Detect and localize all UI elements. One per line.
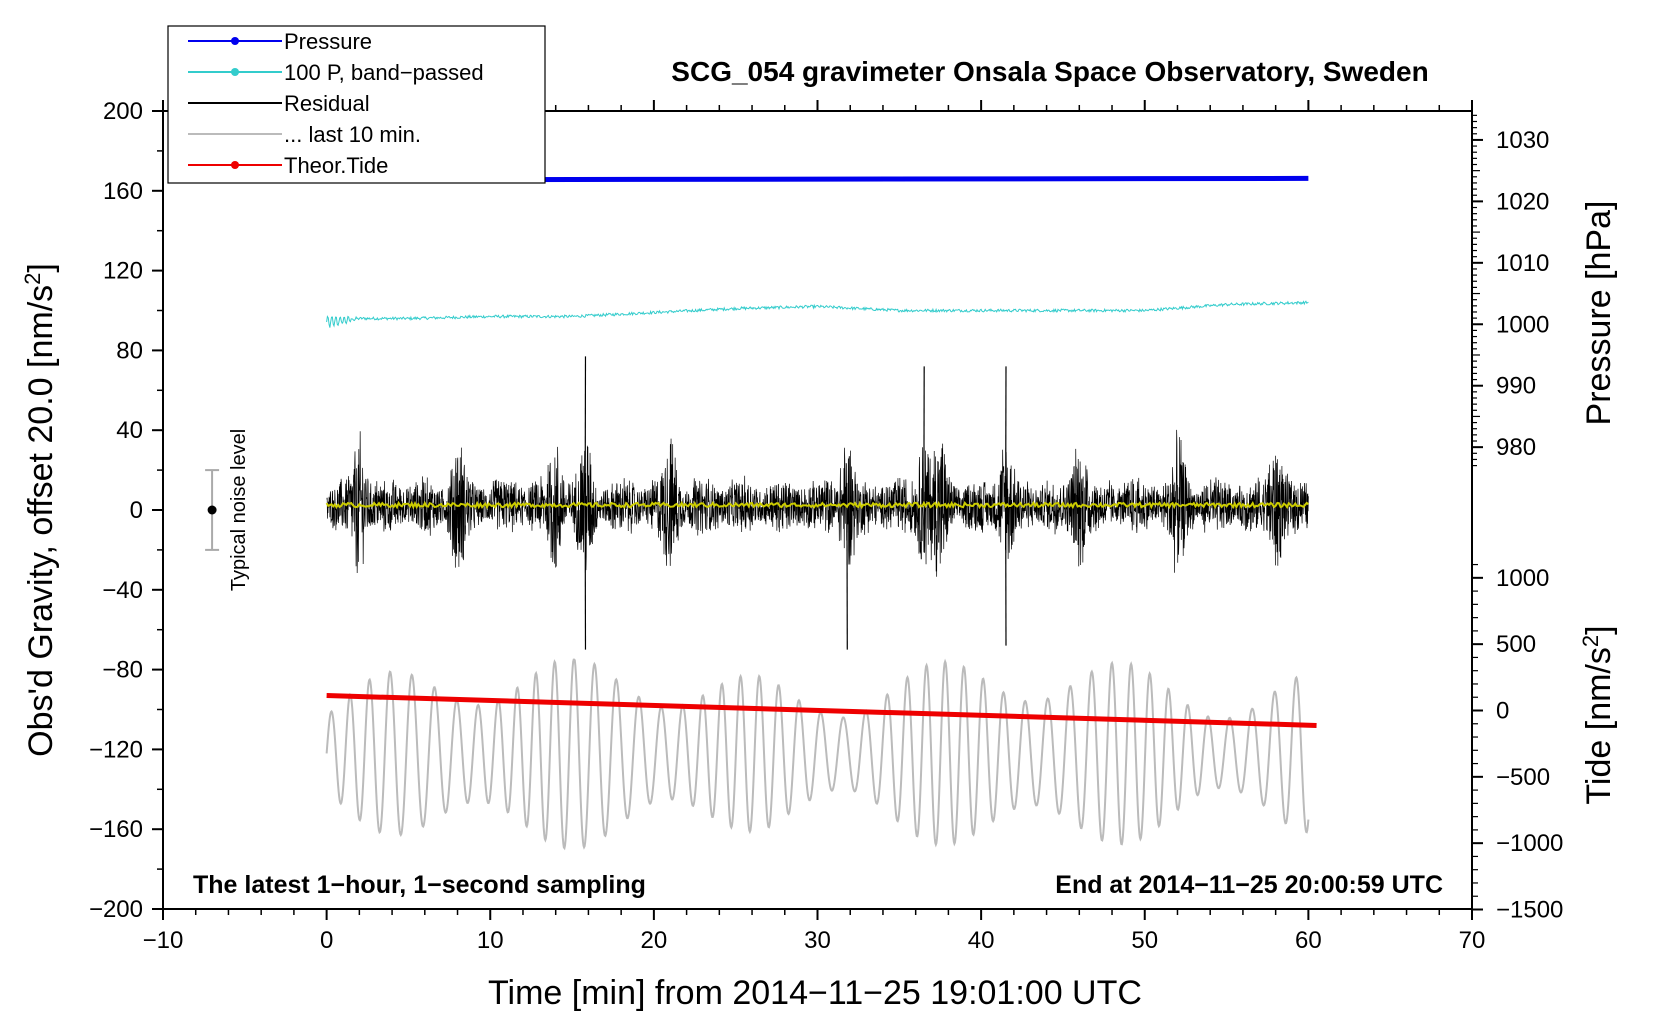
tide-tick-label: −1000 [1496,830,1563,857]
y-axis-label-left-main: Obs'd Gravity, offset 20.0 [nm/s [22,285,60,757]
x-tick-label: 50 [1131,927,1158,954]
y-tick-label: 160 [103,178,143,205]
y-tick-label: −200 [89,896,143,923]
x-axis-ticks: −10 0 10 20 30 40 50 60 70 [143,100,1486,954]
x-axis-label: Time [min] from 2014−11−25 19:01:00 UTC [488,974,1142,1012]
tide-tick-label: −1500 [1496,896,1563,923]
y-tick-label: 80 [116,337,143,364]
legend-label: Pressure [284,29,372,54]
x-tick-label: 0 [320,927,333,954]
series-pressure-bandpassed [326,300,1309,328]
y-axis-label-tide-tail: ] [1580,625,1618,634]
x-tick-label: 60 [1295,927,1322,954]
y-tick-label: −120 [89,736,143,763]
y-tick-label: −80 [102,657,143,684]
y-axis-label-tide: Tide [nm/s2] [1578,625,1619,804]
series-layer [325,175,1317,851]
series-last-10-min [325,658,1310,851]
y-tick-label: 120 [103,258,143,285]
chart-title: SCG_054 gravimeter Onsala Space Observat… [671,56,1428,87]
pressure-tick-label: 1020 [1496,188,1549,215]
note-left: The latest 1−hour, 1−second sampling [193,871,646,899]
y-axis-label-left-tail: ] [22,263,60,272]
x-tick-label: 70 [1459,927,1486,954]
pressure-tick-label: 1000 [1496,311,1549,338]
legend: Pressure 100 P, band−passed Residual ... la… [167,25,546,184]
tide-tick-label: 1000 [1496,565,1549,592]
y-axis-label-left: Obs'd Gravity, offset 20.0 [nm/s2] [20,263,61,757]
legend-label: 100 P, band−passed [284,60,484,85]
y-axis-label-tide-sup: 2 [1578,635,1603,647]
pressure-tick-label: 990 [1496,373,1536,400]
legend-box [167,25,546,184]
noise-center-dot [207,505,217,515]
note-right: End at 2014−11−25 20:00:59 UTC [1055,871,1443,899]
noise-level-marker [205,469,220,551]
x-tick-label: 30 [804,927,831,954]
y-tick-label: −40 [102,577,143,604]
y-axis-label-left-sup: 2 [20,273,45,285]
pressure-axis-ticks: 1030 1020 1010 1000 990 980 [1472,114,1549,467]
tide-tick-label: −500 [1496,764,1550,791]
series-residual [326,429,1309,577]
y-axis-label-pressure: Pressure [hPa] [1580,201,1618,426]
tide-tick-label: 0 [1496,697,1509,724]
x-tick-label: 40 [968,927,995,954]
x-tick-label: 10 [477,927,504,954]
legend-marker [231,68,239,76]
y-tick-label: 0 [130,497,143,524]
series-residual-smoothed [325,500,1310,510]
legend-label: Residual [284,91,370,116]
y-axis-ticks: 200 160 120 80 40 0 −40 −80 −120 −160 −200 [89,98,163,923]
pressure-tick-label: 980 [1496,434,1536,461]
legend-label: Theor.Tide [284,153,388,178]
y-tick-label: −160 [89,816,143,843]
series-theoretical-tide [326,693,1317,728]
y-tick-label: 200 [103,98,143,125]
noise-level-label: Typical noise level [228,429,250,591]
tide-axis-ticks: 1000 500 0 −500 −1000 −1500 [1472,563,1563,923]
y-tick-label: 40 [116,417,143,444]
legend-marker [231,37,239,45]
tide-tick-label: 500 [1496,631,1536,658]
x-tick-label: 20 [641,927,668,954]
x-tick-label: −10 [143,927,184,954]
pressure-tick-label: 1010 [1496,250,1549,277]
legend-label: ... last 10 min. [284,122,421,147]
y-axis-label-tide-main: Tide [nm/s [1580,647,1618,804]
pressure-tick-label: 1030 [1496,127,1549,154]
legend-marker [231,161,239,169]
